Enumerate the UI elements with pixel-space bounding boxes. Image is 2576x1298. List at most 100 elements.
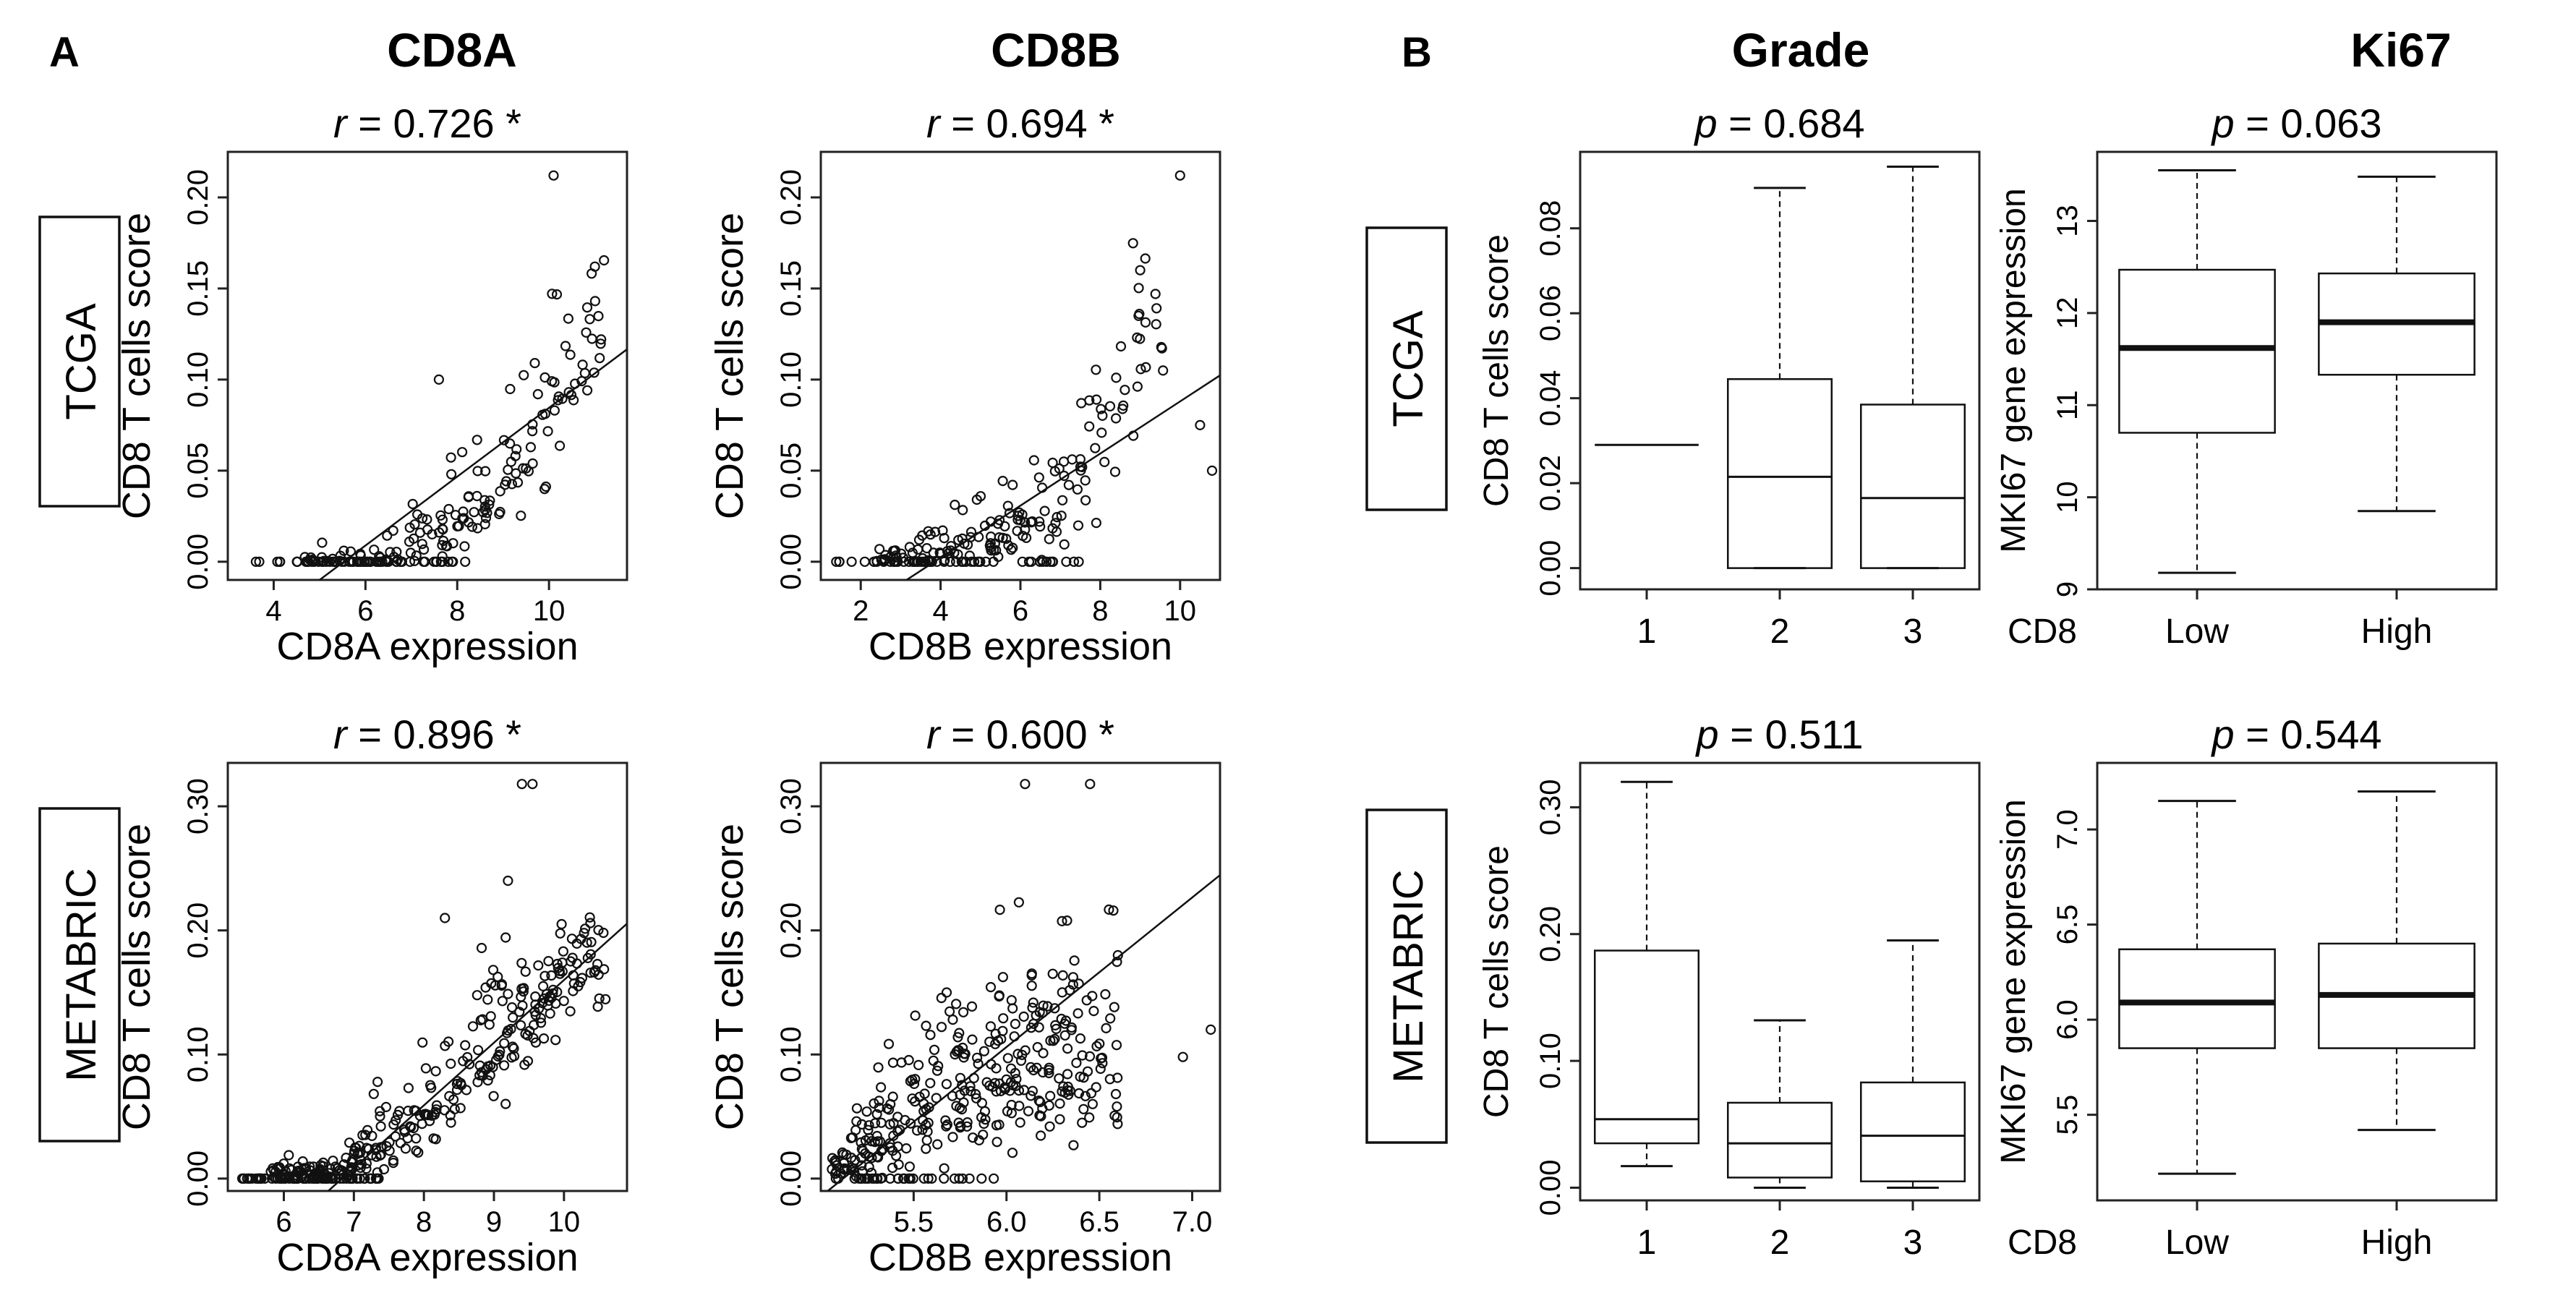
scatter-metabric-cd8b-point-217 xyxy=(1087,991,1098,1002)
scatter-metabric-cd8b-point-327 xyxy=(871,1130,882,1142)
scatter-metabric-cd8a-point-197 xyxy=(568,986,579,996)
scatter-metabric-cd8a-point-235 xyxy=(546,970,557,981)
scatter-metabric-cd8a-point-285 xyxy=(372,1167,383,1178)
scatter-tcga-cd8a-point-116 xyxy=(532,388,543,400)
box-tcga-grade-title-value: = 0.684 xyxy=(1718,101,1865,146)
scatter-metabric-cd8a-point-195 xyxy=(265,1166,276,1177)
scatter-metabric-cd8a-point-93 xyxy=(545,1008,555,1019)
scatter-tcga-cd8a-point-111 xyxy=(307,554,318,565)
scatter-tcga-cd8a-point-159 xyxy=(479,501,490,512)
scatter-metabric-cd8b-point-20 xyxy=(901,1143,912,1154)
box-metabric-ki67-title: p = 0.544 xyxy=(2210,712,2381,757)
box-metabric-grade-box-1-iqr xyxy=(1726,1101,1833,1179)
scatter-tcga-cd8b-point-164 xyxy=(1156,343,1167,354)
scatter-metabric-cd8b-point-171 xyxy=(998,1013,1009,1024)
scatter-tcga-cd8b-point-149 xyxy=(1097,410,1108,422)
box-metabric-ki67-group-label: CD8 xyxy=(2008,1224,2077,1262)
scatter-metabric-cd8a-point-386 xyxy=(527,779,538,790)
scatter-metabric-cd8b-point-370 xyxy=(1020,779,1031,790)
scatter-metabric-cd8b-point-58 xyxy=(1007,1003,1018,1014)
scatter-metabric-cd8a-title: r = 0.896 * xyxy=(333,712,521,757)
scatter-tcga-cd8b-point-127 xyxy=(1054,463,1065,474)
box-metabric-grade-title-value: = 0.511 xyxy=(1719,712,1864,757)
scatter-metabric-cd8a-title-variable: r xyxy=(333,712,349,757)
scatter-tcga-cd8b-plot-area xyxy=(831,170,1220,580)
scatter-metabric-cd8b-point-372 xyxy=(1177,1051,1188,1062)
scatter-metabric-cd8b-point-272 xyxy=(892,1141,903,1152)
scatter-metabric-cd8b-point-173 xyxy=(941,1079,952,1090)
box-tcga-ki67-ytick-label-3: 12 xyxy=(2052,297,2084,330)
scatter-tcga-cd8b-point-86 xyxy=(1050,518,1061,529)
scatter-tcga-cd8a-point-158 xyxy=(477,507,489,518)
scatter-tcga-cd8a-point-25 xyxy=(479,518,490,530)
scatter-metabric-cd8b-point-342 xyxy=(939,1173,950,1184)
box-metabric-ki67-title-variable: p xyxy=(2210,712,2234,757)
scatter-tcga-cd8a-point-151 xyxy=(495,486,506,497)
scatter-metabric-cd8b-point-271 xyxy=(925,1030,936,1041)
scatter-metabric-cd8b-ytick-label-2: 0.20 xyxy=(775,902,807,959)
scatter-tcga-cd8a-point-215 xyxy=(300,556,312,567)
scatter-metabric-cd8a-title-value: = 0.896 * xyxy=(347,712,521,757)
scatter-metabric-cd8a-point-112 xyxy=(445,1117,456,1128)
scatter-metabric-cd8a-point-271 xyxy=(455,1103,466,1114)
scatter-metabric-cd8b-title-variable: r xyxy=(926,712,942,757)
row-label-metabric-a-text: METABRIC xyxy=(58,868,105,1081)
scatter-metabric-cd8b-point-260 xyxy=(863,1124,874,1135)
scatter-metabric-cd8b-point-142 xyxy=(1048,1036,1059,1046)
scatter-tcga-cd8b-point-137 xyxy=(1035,521,1046,532)
scatter-tcga-cd8b-ytick-label-1: 0.05 xyxy=(775,443,807,499)
scatter-tcga-cd8a-title: r = 0.726 * xyxy=(333,101,521,146)
scatter-tcga-cd8a-point-166 xyxy=(498,435,510,445)
scatter-metabric-cd8b-point-375 xyxy=(1057,987,1067,998)
scatter-metabric-cd8b-point-277 xyxy=(847,1132,858,1143)
scatter-metabric-cd8a-point-263 xyxy=(558,946,569,957)
scatter-metabric-cd8a-point-26 xyxy=(555,928,566,939)
scatter-metabric-cd8a-point-303 xyxy=(490,1054,502,1065)
box-metabric-grade-ytick-label-2: 0.20 xyxy=(1535,906,1566,962)
scatter-tcga-cd8b-point-156 xyxy=(981,556,991,567)
scatter-metabric-cd8b-point-119 xyxy=(941,1121,952,1132)
scatter-metabric-cd8a-point-255 xyxy=(394,1106,405,1116)
scatter-tcga-cd8b-point-88 xyxy=(921,542,932,554)
scatter-tcga-cd8a-point-205 xyxy=(291,556,302,567)
scatter-tcga-cd8a-point-147 xyxy=(452,521,463,531)
scatter-tcga-cd8a-point-68 xyxy=(577,359,588,370)
scatter-metabric-cd8b-point-143 xyxy=(1032,1041,1043,1053)
scatter-tcga-cd8b-point-16 xyxy=(1140,253,1151,264)
scatter-metabric-cd8b-point-334 xyxy=(907,1093,918,1104)
scatter-metabric-cd8a-point-117 xyxy=(417,1037,428,1048)
scatter-metabric-cd8a-point-34 xyxy=(476,942,487,954)
scatter-metabric-cd8a-point-305 xyxy=(485,1069,495,1081)
scatter-tcga-cd8a-point-97 xyxy=(472,466,483,477)
scatter-plot-metabric-cd8a: r = 0.896 * 0.00 0.10 0.20 0.30 CD8 T cells s… xyxy=(115,712,628,1279)
scatter-metabric-cd8b-point-328 xyxy=(838,1149,849,1160)
scatter-metabric-cd8a-point-141 xyxy=(283,1150,294,1161)
scatter-metabric-cd8a-point-42 xyxy=(520,966,531,977)
scatter-metabric-cd8a-point-301 xyxy=(317,1161,329,1171)
scatter-plot-tcga-cd8a: r = 0.726 * 0.00 0.05 0.10 0.15 0.20 CD8 T cel… xyxy=(115,101,628,668)
scatter-metabric-cd8b-point-279 xyxy=(976,1098,988,1109)
scatter-tcga-cd8b-point-61 xyxy=(1132,332,1143,343)
scatter-tcga-cd8b-point-212 xyxy=(1206,465,1218,477)
box-tcga-ki67-title-variable: p xyxy=(2210,101,2234,146)
scatter-tcga-cd8b-point-66 xyxy=(1096,404,1106,414)
scatter-tcga-cd8b-point-62 xyxy=(1140,317,1151,328)
scatter-tcga-cd8b-point-82 xyxy=(958,505,968,516)
scatter-metabric-cd8a-point-236 xyxy=(507,1012,519,1023)
scatter-metabric-cd8b-point-323 xyxy=(994,990,1005,1001)
scatter-metabric-cd8a-point-217 xyxy=(304,1161,315,1172)
row-label-metabric-b-text: METABRIC xyxy=(1385,869,1432,1083)
scatter-metabric-cd8b-point-317 xyxy=(1109,1002,1119,1012)
scatter-tcga-cd8b-point-130 xyxy=(986,545,997,556)
scatter-tcga-cd8a-point-129 xyxy=(382,530,393,541)
scatter-tcga-cd8b-point-182 xyxy=(1017,556,1028,567)
scatter-metabric-cd8a-point-289 xyxy=(516,983,527,994)
box-tcga-grade-frame xyxy=(1579,150,1981,591)
scatter-tcga-cd8b-point-117 xyxy=(1091,394,1102,405)
scatter-tcga-cd8b-point-132 xyxy=(994,531,1005,543)
scatter-tcga-cd8b-point-213 xyxy=(1135,265,1146,276)
scatter-metabric-cd8a-point-297 xyxy=(328,1156,338,1166)
scatter-metabric-cd8a-point-264 xyxy=(431,1104,442,1115)
scatter-metabric-cd8a-point-175 xyxy=(472,1045,484,1056)
scatter-metabric-cd8b-xtick-label-1: 6.0 xyxy=(986,1206,1027,1238)
